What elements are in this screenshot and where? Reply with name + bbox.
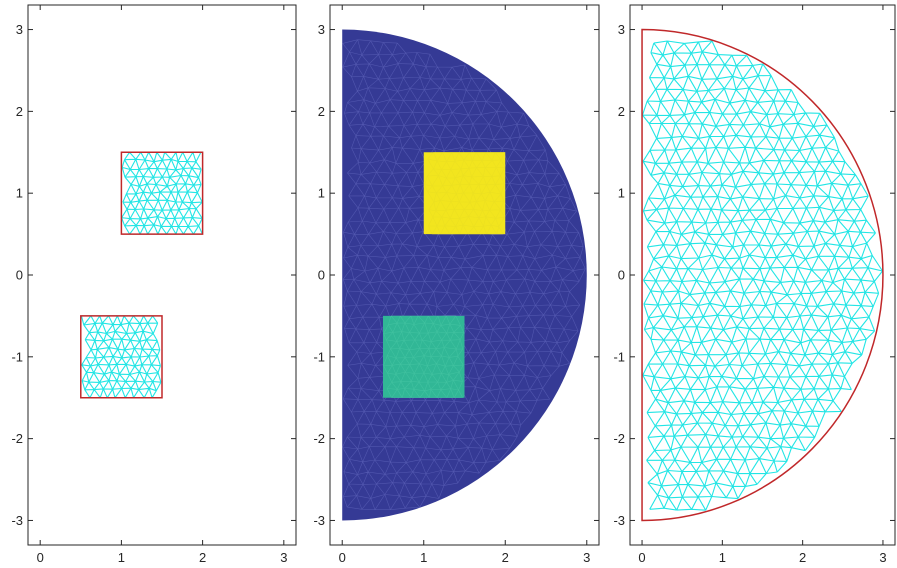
y-tick-label: -3 [613,513,625,528]
y-tick-label: -2 [613,431,625,446]
mesh-region-3 [382,315,465,398]
region-boundary [80,315,163,399]
y-tick-label: -1 [11,349,23,364]
y-tick-label: -2 [313,431,325,446]
mesh-region-2 [423,152,506,235]
x-tick-label: 0 [37,550,44,565]
mesh-region-1 [120,151,204,235]
y-tick-label: 1 [618,186,625,201]
y-tick-label: -3 [11,513,23,528]
x-tick-label: 3 [280,550,287,565]
mesh-edges [641,40,883,511]
axes-frame [27,4,297,546]
y-tick-label: -1 [613,349,625,364]
y-tick-label: 0 [618,268,625,283]
mesh-region-1 [641,28,884,522]
mesh-panel-3: 0 1 2 3 -3 -2 -1 0 1 2 3 [613,4,896,565]
x-tick-label: 2 [199,550,206,565]
x-tick-label: 0 [339,550,346,565]
y-tick-label: 1 [16,186,23,201]
x-tick-label: 3 [879,550,886,565]
y-tick-label: -2 [11,431,23,446]
mesh-edges [383,315,464,398]
y-tick-label: 0 [16,268,23,283]
x-tick-label: 2 [799,550,806,565]
mesh-edges [424,152,506,235]
mesh-region-1 [342,29,587,521]
y-tick-label: 0 [318,268,325,283]
region-boundary [120,151,204,235]
y-tick-label: 2 [318,104,325,119]
y-tick-label: 1 [318,186,325,201]
y-tick-label: 3 [16,22,23,37]
mesh-panel-2: 0 1 2 3 -3 -2 -1 0 1 2 3 [313,4,600,565]
x-tick-label: 1 [719,550,726,565]
x-tick-label: 3 [583,550,590,565]
mesh-panel-1: 0 1 2 3 -3 -2 -1 0 1 2 3 [11,4,297,565]
y-tick-label: 3 [618,22,625,37]
y-tick-label: -3 [313,513,325,528]
x-tick-label: 1 [118,550,125,565]
y-tick-label: 3 [318,22,325,37]
y-tick-label: -1 [313,349,325,364]
x-tick-label: 0 [638,550,645,565]
x-tick-label: 1 [420,550,427,565]
x-tick-label: 2 [502,550,509,565]
region-boundary [641,28,884,522]
y-tick-label: 2 [16,104,23,119]
y-tick-label: 2 [618,104,625,119]
mesh-region-2 [80,315,163,399]
